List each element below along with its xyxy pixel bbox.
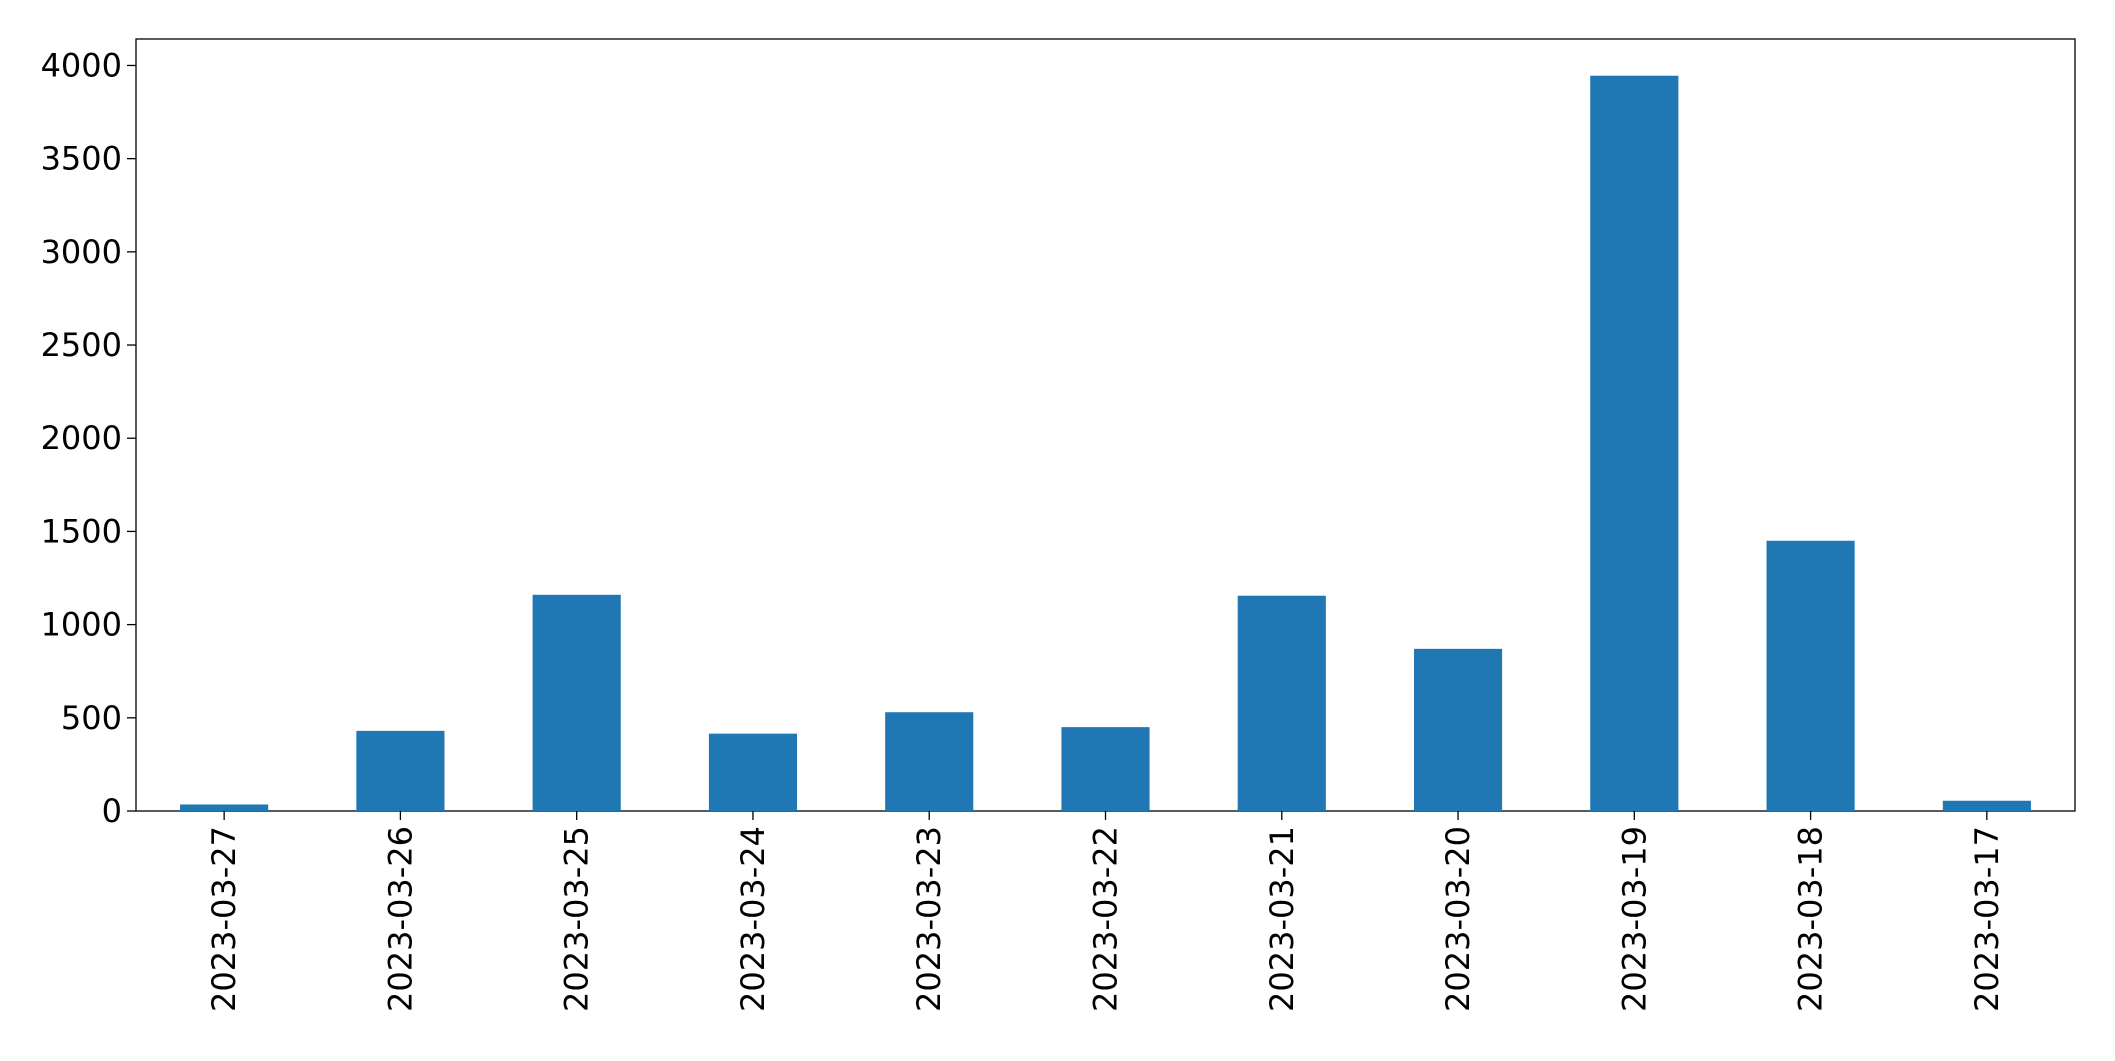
bar	[532, 594, 621, 811]
x-tick-label: 2023-03-25	[558, 826, 596, 1012]
y-tick-label: 0	[102, 792, 122, 830]
x-tick-label: 2023-03-21	[1263, 826, 1301, 1012]
y-tick-label: 2000	[41, 419, 122, 457]
x-tick-label: 2023-03-23	[910, 826, 948, 1012]
x-tick-label: 2023-03-26	[381, 826, 419, 1012]
x-tick-label: 2023-03-18	[1792, 826, 1830, 1012]
bar	[708, 733, 798, 811]
x-tick-label: 2023-03-27	[205, 826, 243, 1012]
x-tick-label: 2023-03-22	[1087, 826, 1125, 1012]
bar	[356, 730, 445, 811]
bar	[1237, 595, 1326, 811]
bar	[1942, 800, 2031, 811]
x-tick-label: 2023-03-24	[734, 826, 772, 1012]
y-tick-label: 1000	[41, 606, 122, 644]
x-tick-label: 2023-03-19	[1615, 826, 1653, 1012]
y-tick-label: 500	[61, 699, 122, 737]
bar	[1590, 75, 1679, 811]
y-tick-label: 2500	[41, 326, 122, 364]
y-tick-label: 1500	[41, 512, 122, 550]
x-tick-label: 2023-03-17	[1968, 826, 2006, 1012]
x-tick-label: 2023-03-20	[1439, 826, 1477, 1012]
bar	[1413, 648, 1503, 811]
bar	[180, 804, 269, 811]
y-tick-label: 4000	[41, 46, 122, 84]
bar	[1766, 540, 1855, 811]
y-tick-label: 3500	[41, 140, 122, 178]
bar	[885, 712, 974, 811]
bar	[1061, 727, 1150, 811]
y-tick-label: 3000	[41, 233, 122, 271]
